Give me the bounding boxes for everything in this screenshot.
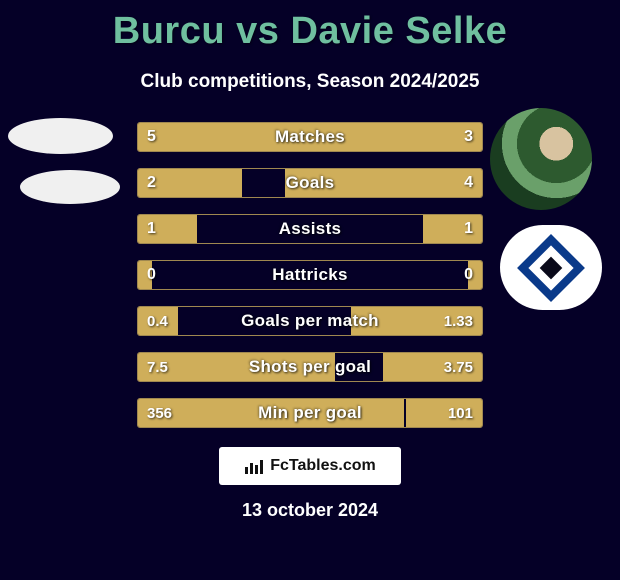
date-text: 13 october 2024 <box>0 500 620 521</box>
player-right-avatar <box>490 108 592 210</box>
avatar-placeholder-shape <box>8 118 113 154</box>
player-right-club-logo <box>500 225 602 310</box>
bar-label: Assists <box>138 215 482 243</box>
page-subtitle: Club competitions, Season 2024/2025 <box>0 71 620 93</box>
bar-row: 0.41.33Goals per match <box>137 306 483 336</box>
bar-row: 11Assists <box>137 214 483 244</box>
club-logo-diamond-mid <box>528 245 573 290</box>
club-logo-diamond <box>517 234 585 302</box>
bar-label: Min per goal <box>138 399 482 427</box>
footer-brand-box: FcTables.com <box>219 447 401 485</box>
bar-label: Shots per goal <box>138 353 482 381</box>
club-logo-diamond-inner <box>540 256 563 279</box>
bar-chart-icon <box>244 458 264 474</box>
page-title: Burcu vs Davie Selke <box>0 0 620 53</box>
bar-row: 356101Min per goal <box>137 398 483 428</box>
brand-text: FcTables.com <box>270 457 376 475</box>
bar-row: 24Goals <box>137 168 483 198</box>
avatar-placeholder-shape <box>20 170 120 204</box>
player-left-avatar <box>8 104 113 209</box>
bar-row: 53Matches <box>137 122 483 152</box>
bar-row: 00Hattricks <box>137 260 483 290</box>
comparison-bars: 53Matches 24Goals 11Assists 00Hattricks 0.41… <box>137 122 483 444</box>
bar-label: Goals <box>138 169 482 197</box>
bar-label: Goals per match <box>138 307 482 335</box>
bar-row: 7.53.75Shots per goal <box>137 352 483 382</box>
bar-label: Hattricks <box>138 261 482 289</box>
bar-label: Matches <box>138 123 482 151</box>
